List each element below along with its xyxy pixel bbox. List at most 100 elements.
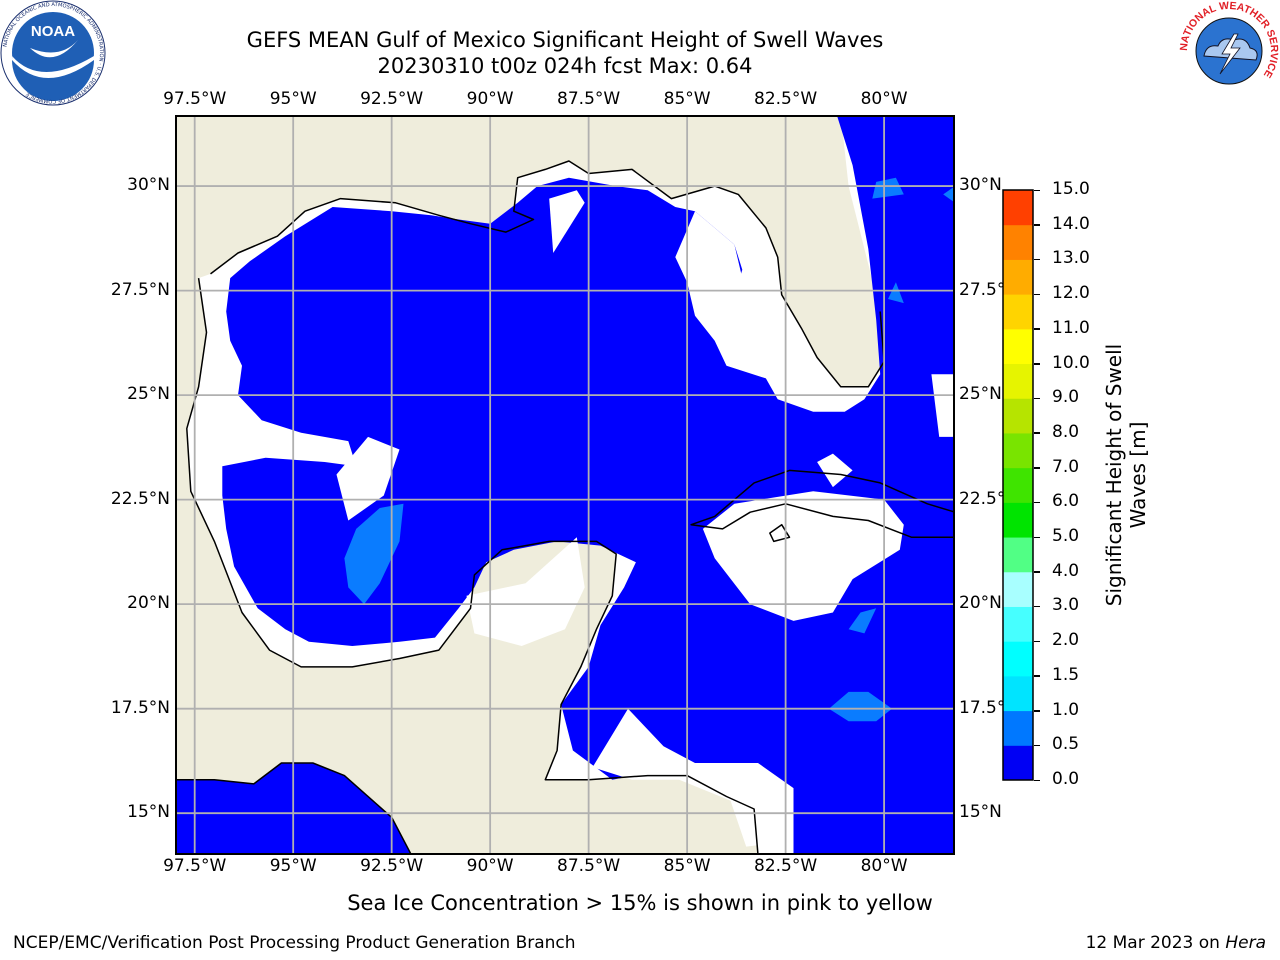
- colorbar-tick-mark-6: [1034, 571, 1040, 573]
- colorbar: [1002, 189, 1034, 781]
- nws-logo: NATIONAL WEATHER SERVICE: [1178, 0, 1280, 106]
- colorbar-bin-9: [1003, 432, 1033, 469]
- lat-tick-right-2: 25°N: [959, 384, 1002, 405]
- lat-tick-left-6: 15°N: [127, 802, 170, 823]
- colorbar-bin-13: [1003, 294, 1033, 330]
- lon-tick-bottom-1: 95°W: [269, 856, 317, 876]
- footer-credit: NCEP/EMC/Verification Post Processing Pr…: [13, 933, 576, 953]
- isla-juventud: [769, 523, 791, 543]
- colorbar-tick-mark-10: [1034, 432, 1040, 434]
- colorbar-tick-label-14: 12.0: [1052, 283, 1090, 304]
- colorbar-tick-label-8: 6.0: [1052, 491, 1080, 512]
- colorbar-bin-12: [1003, 328, 1033, 365]
- cuba-island: [690, 469, 955, 539]
- colorbar-tick-label-1: 0.5: [1052, 734, 1080, 755]
- colorbar-tick-label-17: 15.0: [1052, 179, 1090, 199]
- lon-tick-bottom-5: 85°W: [663, 856, 711, 876]
- lat-tick-left-2: 25°N: [127, 384, 170, 405]
- lon-tick-top-1: 95°W: [269, 89, 317, 109]
- colorbar-bin-0: [1003, 745, 1033, 781]
- gulf-of-mexico-map: [175, 115, 955, 855]
- lon-tick-top-3: 90°W: [466, 89, 514, 109]
- lat-tick-left-1: 27.5°N: [110, 279, 170, 300]
- colorbar-title-line1: Significant Height of Swell: [1102, 343, 1126, 607]
- colorbar-bin-6: [1003, 537, 1033, 573]
- colorbar-tick-mark-4: [1034, 640, 1040, 643]
- colorbar-title: Significant Height of Swell Waves [m]: [1102, 310, 1150, 640]
- colorbar-tick-label-13: 11.0: [1052, 317, 1090, 338]
- lon-tick-top-0: 97.5°W: [163, 89, 227, 109]
- colorbar-tick-mark-2: [1034, 710, 1040, 712]
- lon-tick-top-4: 87.5°W: [557, 89, 621, 109]
- colorbar-tick-mark-14: [1034, 293, 1040, 296]
- colorbar-tick-label-5: 3.0: [1052, 595, 1080, 616]
- colorbar-tick-label-4: 2.0: [1052, 630, 1080, 651]
- swell-contour-0-5m-5: [872, 177, 904, 199]
- lat-tick-left-4: 20°N: [127, 593, 170, 614]
- colorbar-tick-label-15: 13.0: [1052, 248, 1090, 269]
- masked-patch-1: [675, 211, 747, 341]
- lat-tick-left-3: 22.5°N: [110, 488, 170, 509]
- colorbar-tick-label-16: 14.0: [1052, 213, 1090, 234]
- colorbar-tick-mark-5: [1034, 605, 1040, 608]
- lon-tick-bottom-0: 97.5°W: [163, 856, 227, 876]
- colorbar-tick-label-12: 10.0: [1052, 352, 1090, 373]
- chart-title: GEFS MEAN Gulf of Mexico Significant Hei…: [246, 28, 884, 52]
- colorbar-tick-mark-0: [1034, 779, 1040, 781]
- swell-contour-0-5m-1: [344, 503, 404, 605]
- colorbar-tick-label-3: 1.5: [1052, 664, 1080, 685]
- colorbar-tick-mark-9: [1034, 467, 1040, 469]
- colorbar-bin-5: [1003, 571, 1033, 607]
- colorbar-tick-mark-12: [1034, 363, 1040, 365]
- swell-contour-0-5m-6: [943, 186, 955, 203]
- coastline-us-florida: [210, 160, 885, 388]
- masked-patch-2: [549, 190, 585, 253]
- footer-date-text: 12 Mar 2023 on: [1085, 933, 1220, 953]
- colorbar-bin-4: [1003, 606, 1033, 642]
- coastline-pacific: [175, 762, 413, 855]
- sea-ice-annotation: Sea Ice Concentration > 15% is shown in …: [347, 891, 933, 915]
- colorbar-bin-8: [1003, 467, 1033, 503]
- swell-contour-0-5m-3: [848, 608, 877, 634]
- colorbar-frame: [1002, 189, 1034, 781]
- masked-patch-7: [817, 453, 853, 488]
- coastline-mexico-central-america: [186, 115, 955, 855]
- colorbar-tick-mark-3: [1034, 675, 1040, 677]
- gridlines: [175, 115, 955, 855]
- map-frame: [175, 115, 955, 855]
- colorbar-bin-14: [1003, 259, 1033, 295]
- footer-machine: Hera: [1225, 933, 1266, 953]
- colorbar-bin-15: [1003, 224, 1033, 260]
- swell-contour-0-5m-4: [888, 282, 904, 304]
- colorbar-tick-mark-13: [1034, 328, 1040, 330]
- colorbar-bin-16: [1003, 190, 1033, 226]
- lon-tick-bottom-6: 82.5°W: [754, 856, 818, 876]
- colorbar-tick-label-9: 7.0: [1052, 456, 1080, 477]
- lon-tick-bottom-3: 90°W: [466, 856, 514, 876]
- lon-tick-bottom-4: 87.5°W: [557, 856, 621, 876]
- chart-subtitle: 20230310 t00z 024h fcst Max: 0.64: [377, 54, 753, 78]
- colorbar-bin-7: [1003, 502, 1033, 538]
- colorbar-tick-mark-15: [1034, 258, 1040, 261]
- colorbar-tick-label-10: 8.0: [1052, 421, 1080, 442]
- colorbar-bin-2: [1003, 675, 1033, 712]
- colorbar-tick-label-7: 5.0: [1052, 526, 1080, 547]
- colorbar-tick-mark-1: [1034, 744, 1040, 747]
- lat-tick-right-6: 15°N: [959, 802, 1002, 823]
- lon-tick-bottom-7: 80°W: [860, 856, 908, 876]
- lon-tick-top-2: 92.5°W: [360, 89, 424, 109]
- lon-tick-top-6: 82.5°W: [754, 89, 818, 109]
- masked-patch-5: [466, 537, 585, 646]
- colorbar-tick-mark-16: [1034, 224, 1040, 226]
- colorbar-bin-1: [1003, 710, 1033, 746]
- colorbar-tick-mark-17: [1034, 189, 1040, 191]
- lat-tick-right-4: 20°N: [959, 593, 1002, 614]
- footer-date: 12 Mar 2023 on Hera: [1086, 933, 1266, 953]
- colorbar-bin-10: [1003, 398, 1033, 434]
- colorbar-tick-label-6: 4.0: [1052, 560, 1080, 581]
- colorbar-tick-mark-7: [1034, 536, 1040, 539]
- colorbar-tick-label-11: 9.0: [1052, 387, 1080, 408]
- masked-patch-8: [931, 374, 955, 437]
- colorbar-bin-3: [1003, 641, 1033, 677]
- lat-tick-right-0: 30°N: [959, 175, 1002, 196]
